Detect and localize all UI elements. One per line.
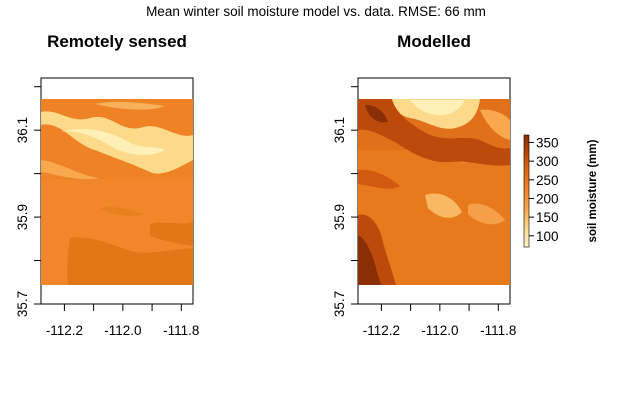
raster-light-southeast [468,203,505,225]
y-tick-label: 35.7 [332,291,347,317]
axes-right: -112.2 -112.0 -111.8 35.7 35.9 36.1 [332,86,516,338]
y-tick-label: 35.7 [15,291,30,317]
x-tick-label: -112.2 [46,323,83,338]
raster-darkest-sw [358,235,382,285]
raster-darkest-nw [365,104,388,123]
colorbar-tick-label: 350 [536,135,559,150]
x-tick-label: -112.0 [104,323,141,338]
panel-title-modelled: Modelled [397,32,471,51]
colorbar-tick-label: 250 [536,173,559,188]
figure-title: Mean winter soil moisture model vs. data… [146,4,486,19]
raster-lightest-north [410,100,465,116]
colorbar-ticks: 100 150 200 250 300 350 [529,135,559,244]
x-tick-label: -111.8 [480,323,516,338]
raster-lightest-band [60,129,165,155]
raster-east-dark [150,222,193,246]
x-tick-label: -111.8 [163,323,199,338]
y-tick-label: 35.9 [332,204,347,230]
heatmap-remotely-sensed [41,99,193,285]
y-tick-label: 36.1 [15,117,30,143]
x-tick-label: -112.2 [363,323,400,338]
colorbar-tick-label: 150 [536,210,559,225]
colorbar-tick-label: 200 [536,191,559,206]
heatmap-modelled [358,99,510,285]
y-tick-label: 35.9 [15,204,30,230]
panel-title-remotely-sensed: Remotely sensed [47,32,187,51]
raster-north-patch [95,101,165,110]
y-tick-label: 36.1 [332,117,347,143]
raster-transition [41,160,100,180]
panel-remotely-sensed: Remotely sensed -112.2 -112.0 -111.8 35.7 35… [15,32,199,338]
colorbar-ramp [523,134,530,248]
raster-light-east [480,109,510,140]
raster-dark-band [358,99,510,166]
colorbar: 100 150 200 250 300 350 soil moisture (mm) [523,134,599,248]
colorbar-tick-label: 300 [536,154,559,169]
x-tick-label: -112.0 [421,323,458,338]
raster-mid-patch [100,207,145,216]
colorbar-tick-label: 100 [536,229,559,244]
raster-south-dark [67,237,193,285]
raster-dark-west [358,169,400,189]
panel-modelled: Modelled -112.2 -112.0 -111.8 35.7 35.9 36.1 [332,32,516,338]
raster-light-south [425,193,462,218]
colorbar-label: soil moisture (mm) [587,139,599,242]
axes-left: -112.2 -112.0 -111.8 35.7 35.9 36.1 [15,86,199,338]
